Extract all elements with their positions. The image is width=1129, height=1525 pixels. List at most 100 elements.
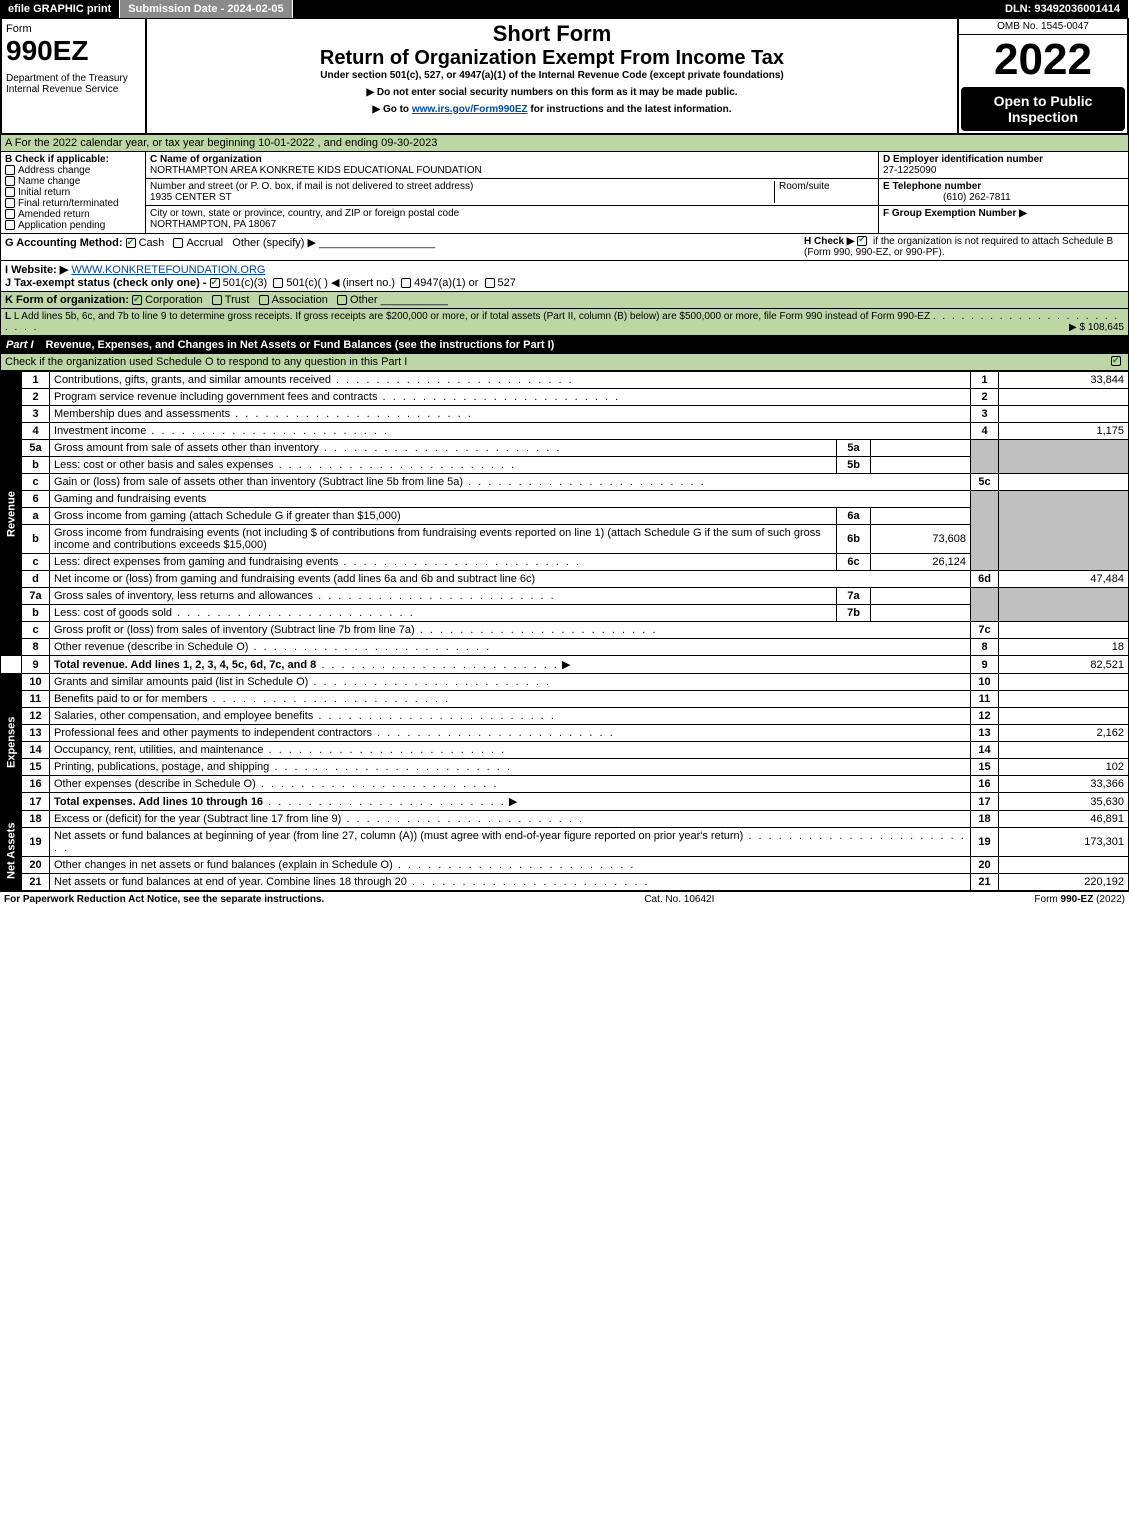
ln-5a: 5a <box>22 440 50 457</box>
ln-2: 2 <box>22 389 50 406</box>
b-final: Final return/terminated <box>18 198 119 209</box>
form-word: Form <box>6 23 141 35</box>
website-link[interactable]: WWW.KONKRETEFOUNDATION.ORG <box>71 264 265 276</box>
ln-4: 4 <box>22 423 50 440</box>
l11-text: Benefits paid to or for members <box>54 693 450 705</box>
l17-num: 17 <box>971 793 999 811</box>
l13-num: 13 <box>971 725 999 742</box>
footer-mid: Cat. No. 10642I <box>644 894 714 905</box>
sched-o-check <box>1111 356 1121 366</box>
top-bar: efile GRAPHIC print Submission Date - 20… <box>0 0 1129 18</box>
l9-arrow: ▶ <box>562 659 570 671</box>
e-label: E Telephone number <box>883 181 981 192</box>
l15-num: 15 <box>971 759 999 776</box>
side-revenue: Revenue <box>1 372 22 656</box>
l7a-sub: 7a <box>837 588 871 605</box>
d-label: D Employer identification number <box>883 154 1043 165</box>
ln-1: 1 <box>22 372 50 389</box>
ln-16: 16 <box>22 776 50 793</box>
side-netassets: Net Assets <box>1 811 22 891</box>
ln-7a: 7a <box>22 588 50 605</box>
subtitle: Under section 501(c), 527, or 4947(a)(1)… <box>153 70 951 81</box>
l16-text: Other expenses (describe in Schedule O) <box>54 778 498 790</box>
l16-num: 16 <box>971 776 999 793</box>
k-other: Other <box>350 294 378 306</box>
l9-text: Total revenue. Add lines 1, 2, 3, 4, 5c,… <box>54 659 316 671</box>
l13-text: Professional fees and other payments to … <box>54 727 615 739</box>
title-short-form: Short Form <box>153 21 951 47</box>
ln-14: 14 <box>22 742 50 759</box>
l1-num: 1 <box>971 372 999 389</box>
l14-val <box>999 742 1129 759</box>
lines-table: Revenue 1 Contributions, gifts, grants, … <box>0 371 1129 891</box>
l5c-val <box>999 474 1129 491</box>
ln-12: 12 <box>22 708 50 725</box>
l17-val: 35,630 <box>999 793 1129 811</box>
dept: Department of the Treasury Internal Reve… <box>6 73 141 95</box>
goto-post: for instructions and the latest informat… <box>528 104 732 115</box>
l9-val: 82,521 <box>999 656 1129 674</box>
l2-num: 2 <box>971 389 999 406</box>
l14-num: 14 <box>971 742 999 759</box>
ln-20: 20 <box>22 857 50 874</box>
org-name: NORTHAMPTON AREA KONKRETE KIDS EDUCATION… <box>150 165 482 176</box>
l1-text: Contributions, gifts, grants, and simila… <box>54 374 574 386</box>
l8-num: 8 <box>971 639 999 656</box>
efile-label[interactable]: efile GRAPHIC print <box>0 0 120 18</box>
l6c-text: Less: direct expenses from gaming and fu… <box>54 556 581 568</box>
section-a: A For the 2022 calendar year, or tax yea… <box>0 135 1129 152</box>
i-label: I Website: ▶ <box>5 264 68 276</box>
b-label: B Check if applicable: <box>5 154 109 165</box>
b-name: Name change <box>18 176 80 187</box>
l7c-val <box>999 622 1129 639</box>
l5a-iv <box>871 440 971 457</box>
b-initial: Initial return <box>18 187 70 198</box>
l17-arrow: ▶ <box>509 796 517 808</box>
l17-text: Total expenses. Add lines 10 through 16 <box>54 796 263 808</box>
k-corp: Corporation <box>145 294 202 306</box>
bullet-goto: ▶ Go to www.irs.gov/Form990EZ for instru… <box>153 98 951 115</box>
l12-val <box>999 708 1129 725</box>
gh-block: G Accounting Method: Cash Accrual Other … <box>0 234 1129 261</box>
l9-num: 9 <box>971 656 999 674</box>
dln: DLN: 93492036001414 <box>997 0 1129 18</box>
ln-8: 8 <box>22 639 50 656</box>
g-other: Other (specify) ▶ <box>232 237 316 249</box>
city: NORTHAMPTON, PA 18067 <box>150 219 276 230</box>
k-label: K Form of organization: <box>5 294 132 306</box>
ln-3: 3 <box>22 406 50 423</box>
form-number: 990EZ <box>6 35 141 67</box>
bcde-row: B Check if applicable: Address change Na… <box>0 152 1129 234</box>
l4-text: Investment income <box>54 425 389 437</box>
ij-block: I Website: ▶ WWW.KONKRETEFOUNDATION.ORG … <box>0 261 1129 292</box>
bullet-ssn: ▶ Do not enter social security numbers o… <box>153 81 951 98</box>
room-suite-label: Room/suite <box>774 181 874 203</box>
g-cash: Cash <box>139 237 165 249</box>
ein: 27-1225090 <box>883 165 936 176</box>
l19-val: 173,301 <box>999 828 1129 857</box>
ln-6b: b <box>22 525 50 554</box>
b-addr: Address change <box>18 165 90 176</box>
b-amended: Amended return <box>18 209 90 220</box>
ln-5c: c <box>22 474 50 491</box>
ln-19: 19 <box>22 828 50 857</box>
section-b: B Check if applicable: Address change Na… <box>1 152 146 233</box>
l6d-text: Net income or (loss) from gaming and fun… <box>50 571 971 588</box>
l20-text: Other changes in net assets or fund bala… <box>54 859 635 871</box>
section-l: L L Add lines 5b, 6c, and 7b to line 9 t… <box>0 309 1129 336</box>
ln-9: 9 <box>22 656 50 674</box>
l2-text: Program service revenue including govern… <box>54 391 620 403</box>
ln-11: 11 <box>22 691 50 708</box>
submission-date: Submission Date - 2024-02-05 <box>120 0 292 18</box>
section-k: K Form of organization: Corporation Trus… <box>0 292 1129 309</box>
l6b-text1: Gross income from fundraising events (no… <box>54 527 317 539</box>
l6c-sub: 6c <box>837 554 871 571</box>
ln-7b: b <box>22 605 50 622</box>
irs-link[interactable]: www.irs.gov/Form990EZ <box>412 104 528 115</box>
tax-year: 2022 <box>959 35 1127 85</box>
j-4947: 4947(a)(1) or <box>414 277 478 289</box>
c-addr-label: Number and street (or P. O. box, if mail… <box>150 181 473 192</box>
l3-num: 3 <box>971 406 999 423</box>
l18-text: Excess or (deficit) for the year (Subtra… <box>54 813 584 825</box>
l4-num: 4 <box>971 423 999 440</box>
